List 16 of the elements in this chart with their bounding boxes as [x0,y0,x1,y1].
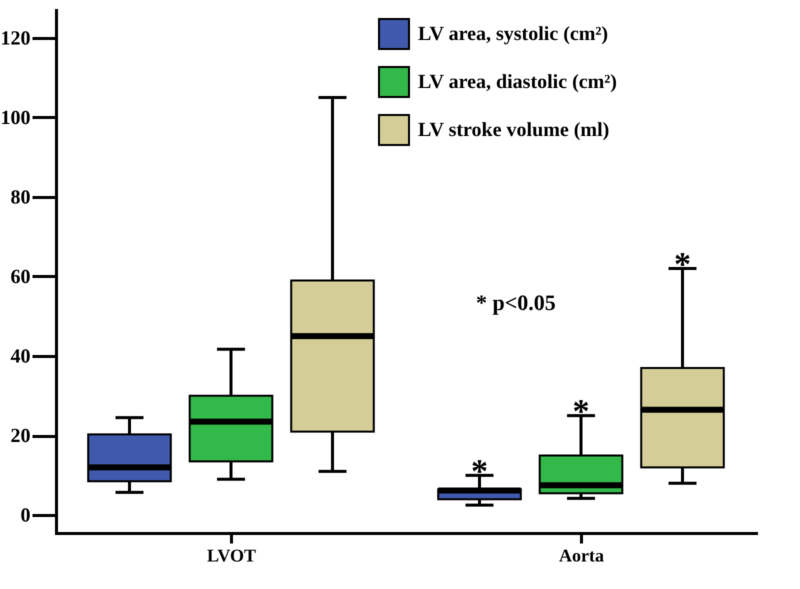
x-tick-label: LVOT [207,546,256,566]
annotation: * [674,246,691,284]
legend-label: LV stroke volume (ml) [418,119,610,141]
y-tick-label: 0 [20,504,30,527]
annotation: * [572,394,590,431]
legend-label: LV area, systolic (cm²) [418,23,608,45]
x-tick-label: Aorta [559,546,604,566]
y-tick-label: 60 [10,266,30,288]
y-tick-label: 40 [10,346,30,368]
y-tick-label: 20 [10,425,30,448]
y-tick-label: 100 [0,106,30,129]
y-tick-label: 120 [0,27,30,50]
y-tick-label: 80 [10,186,30,208]
legend-label: LV area, diastolic (cm²) [418,71,617,93]
annotation: * p<0.05 [476,290,556,315]
annotation: * [471,453,488,490]
